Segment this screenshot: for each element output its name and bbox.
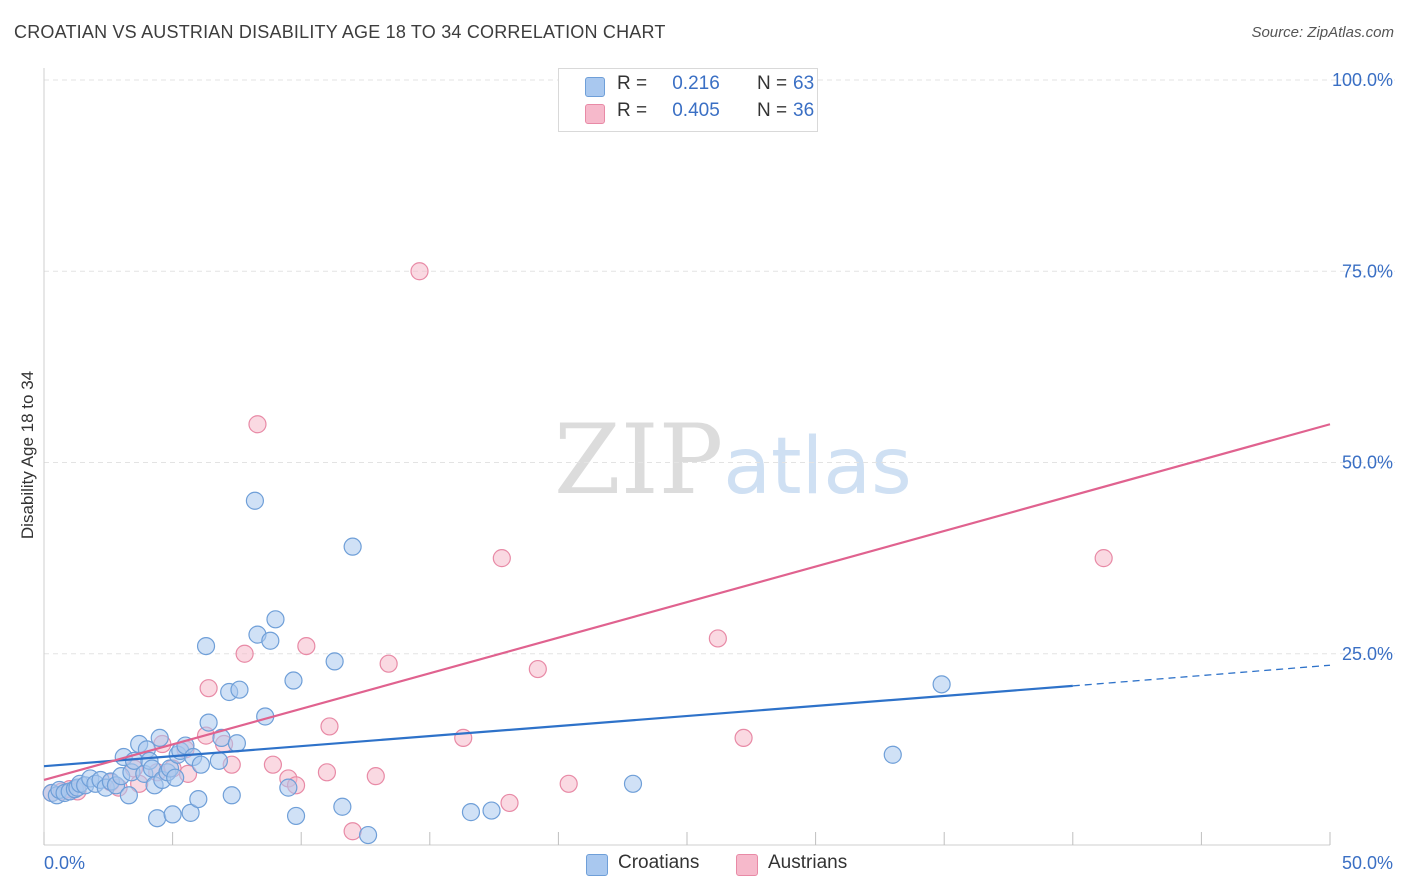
croatian-point — [148, 809, 167, 828]
croatian-point — [932, 675, 951, 694]
legend-label: Austrians — [768, 852, 848, 873]
croatian-point — [325, 652, 344, 671]
y-tick-label: 75.0% — [1342, 261, 1393, 281]
x-tick-label: 0.0% — [44, 853, 85, 873]
croatian-point — [284, 671, 303, 690]
austrian-point — [235, 644, 254, 663]
croatian-point — [119, 786, 138, 805]
n-label: N = — [757, 73, 788, 94]
croatian-point — [196, 636, 216, 656]
croatian-point — [191, 755, 210, 774]
croatian-point — [166, 768, 185, 787]
austrians-swatch — [585, 104, 605, 124]
croatian-point — [230, 680, 249, 699]
austrian-point — [343, 822, 362, 841]
series-croatians — [42, 491, 951, 845]
austrian-point — [492, 549, 511, 568]
croatians-swatch — [585, 77, 605, 97]
croatian-point — [482, 801, 501, 820]
austrians-trend-line — [43, 423, 1331, 782]
y-tick-label: 25.0% — [1342, 644, 1393, 664]
croatian-point — [343, 537, 362, 556]
croatian-point — [333, 797, 352, 816]
croatian-point — [883, 745, 902, 764]
watermark-zip: ZIP — [554, 404, 724, 516]
n-value: 63 — [793, 73, 815, 94]
gridlines — [44, 79, 1395, 655]
austrian-point — [708, 629, 727, 648]
austrian-point — [320, 717, 339, 736]
croatian-point — [279, 778, 298, 797]
austrian-point — [248, 415, 267, 434]
croatian-point — [181, 803, 200, 822]
croatian-point — [261, 631, 280, 650]
austrian-point — [366, 767, 385, 786]
croatian-point — [245, 491, 265, 510]
n-label: N = — [757, 100, 788, 121]
y-tick-label: 50.0% — [1342, 453, 1393, 473]
austrians-swatch — [736, 854, 758, 876]
croatian-point — [199, 713, 218, 732]
source-label: Source: ZipAtlas.com — [1251, 24, 1394, 41]
austrian-point — [263, 755, 283, 774]
croatian-point — [266, 610, 285, 629]
croatian-point — [461, 803, 481, 822]
r-label: R = — [617, 73, 648, 94]
axes — [43, 68, 1331, 846]
austrian-point — [500, 793, 519, 813]
croatian-point — [163, 805, 182, 824]
croatian-point — [222, 786, 241, 805]
austrian-point — [297, 636, 316, 656]
austrian-point — [1094, 549, 1113, 568]
austrian-point — [410, 262, 429, 281]
r-value: 0.216 — [672, 73, 720, 94]
croatians-trend-line — [43, 684, 1073, 768]
austrian-point — [199, 679, 218, 698]
croatian-point — [358, 825, 378, 845]
croatian-point — [189, 789, 208, 809]
x-tick-label: 50.0% — [1342, 853, 1393, 873]
austrian-point — [317, 763, 337, 782]
r-value: 0.405 — [672, 100, 720, 121]
watermark: ZIPatlas — [554, 404, 912, 516]
tick-labels: 25.0% 50.0% 75.0% 100.0% 0.0% 50.0% — [44, 70, 1393, 873]
austrian-point — [734, 728, 753, 748]
austrian-point — [379, 654, 398, 673]
croatian-point — [209, 751, 228, 770]
croatians-trend-extension — [1072, 664, 1331, 687]
austrian-point — [559, 774, 578, 793]
croatian-point — [286, 806, 306, 826]
trend-lines — [43, 423, 1331, 782]
y-tick-label: 100.0% — [1332, 70, 1393, 90]
croatians-swatch — [586, 854, 608, 876]
chart-title: CROATIAN VS AUSTRIAN DISABILITY AGE 18 T… — [14, 22, 666, 42]
croatian-point — [150, 728, 169, 748]
watermark-atlas: atlas — [723, 422, 912, 512]
correlation-legend: R = 0.216 N = 63 R = 0.405 N = 36 — [558, 68, 818, 132]
r-label: R = — [617, 100, 648, 121]
n-value: 36 — [793, 100, 815, 121]
austrian-point — [528, 659, 547, 679]
croatian-point — [227, 734, 246, 753]
croatian-point — [623, 774, 643, 793]
legend-label: Croatians — [618, 852, 700, 873]
